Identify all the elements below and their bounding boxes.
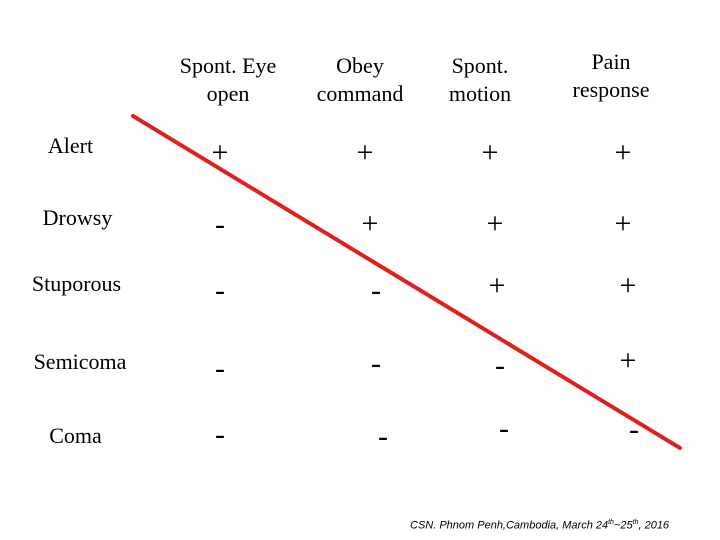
cell-drowsy-spont-motion: + xyxy=(486,207,504,240)
cell-semicoma-obey-command: - xyxy=(371,347,381,380)
header-line: command xyxy=(316,81,404,106)
row-label-stuporous: Stuporous xyxy=(31,271,122,296)
header-line: motion xyxy=(448,81,512,106)
cell-coma-spont-motion: - xyxy=(499,412,509,445)
cell-semicoma-spont-motion: - xyxy=(495,349,505,382)
cell-alert-pain-response: + xyxy=(614,136,632,169)
cell-alert-obey-command: + xyxy=(356,136,374,169)
header-obey-command: Obey command xyxy=(290,52,430,108)
header-line: Obey xyxy=(336,53,384,78)
cell-coma-spont-eye-open: - xyxy=(215,418,225,451)
row-label-coma: Coma xyxy=(49,423,102,448)
cell-drowsy-obey-command: + xyxy=(361,207,379,240)
diagonal-line-stroke xyxy=(131,114,682,450)
cell-coma-pain-response: - xyxy=(629,413,639,446)
cell-semicoma-pain-response: + xyxy=(619,344,637,377)
footer-sup-th-2: th xyxy=(632,519,639,526)
header-line: Spont. Eye xyxy=(179,53,277,78)
cell-semicoma-spont-eye-open: - xyxy=(215,352,225,385)
cell-drowsy-spont-eye-open: - xyxy=(215,208,225,241)
header-pain-response: Pain response xyxy=(541,48,681,104)
footer-citation: CSN. Phnom Penh,Cambodia, March 24th~25t… xyxy=(410,519,669,532)
header-spont-eye-open: Spont. Eye open xyxy=(158,52,298,108)
header-line: Spont. xyxy=(451,53,509,78)
header-line: open xyxy=(206,81,250,106)
footer-mid: ~25 xyxy=(613,519,633,532)
footer-prefix: CSN. Phnom Penh,Cambodia, March 24 xyxy=(410,519,609,532)
header-line: Pain xyxy=(591,49,631,74)
cell-stuporous-obey-command: - xyxy=(371,274,381,307)
cell-coma-obey-command: - xyxy=(378,420,388,453)
footer-sup-th-1: th xyxy=(608,519,614,526)
cell-stuporous-spont-eye-open: - xyxy=(215,274,225,307)
row-label-alert: Alert xyxy=(47,133,94,158)
footer-suffix: , 2016 xyxy=(638,519,670,532)
cell-alert-spont-eye-open: + xyxy=(211,136,229,169)
cell-stuporous-pain-response: + xyxy=(619,269,637,302)
row-label-semicoma: Semicoma xyxy=(33,349,127,374)
cell-alert-spont-motion: + xyxy=(481,136,499,169)
cell-stuporous-spont-motion: + xyxy=(488,269,506,302)
header-line: response xyxy=(572,77,650,102)
header-spont-motion: Spont. motion xyxy=(410,52,550,108)
row-label-drowsy: Drowsy xyxy=(42,205,113,230)
cell-drowsy-pain-response: + xyxy=(614,207,632,240)
